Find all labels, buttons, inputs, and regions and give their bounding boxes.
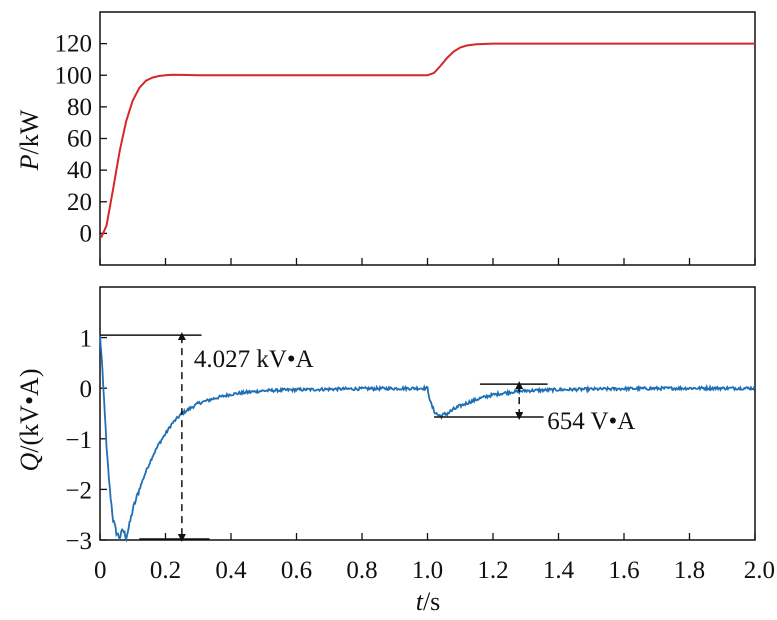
- reactive-power-series-line: [99, 334, 756, 543]
- bottom-xtick-label: 1.8: [674, 557, 705, 584]
- top-panel-power: 0 20 40 60 80 100 120 P/kW: [15, 11, 756, 266]
- bottom-y-ticks: 1 0 −1 −2 −3: [65, 326, 107, 555]
- bottom-ytick-label: −1: [65, 427, 92, 454]
- bottom-xlabel: t/s: [416, 587, 441, 616]
- bottom-ytick-label: 1: [80, 326, 93, 353]
- bottom-xtick-label: 1.2: [477, 557, 508, 584]
- bottom-xtick-label: 0.2: [150, 557, 181, 584]
- top-plot-frame: [99, 11, 756, 266]
- top-ytick-label: 80: [67, 94, 92, 121]
- top-ylabel: P/kW: [15, 109, 44, 171]
- bottom-xtick-label: 0.4: [215, 557, 247, 584]
- bottom-x-ticks: 0 0.2 0.4 0.6 0.8 1.0 1.2 1.4 1.6 1.8 2.0: [94, 533, 775, 584]
- top-y-ticks: 0 20 40 60 80 100 120: [55, 31, 107, 247]
- startup-dip-annotation-label: 4.027 kV•A: [194, 346, 314, 373]
- bottom-ylabel: Q/(kV•A): [15, 369, 44, 472]
- power-series-line: [99, 42, 755, 239]
- top-ytick-label: 120: [55, 31, 93, 58]
- bottom-ytick-label: 0: [80, 376, 93, 403]
- top-ytick-label: 0: [80, 220, 93, 247]
- bottom-xtick-label: 1.4: [543, 557, 575, 584]
- bottom-xtick-label: 1.0: [412, 557, 443, 584]
- bottom-ytick-label: −3: [65, 528, 92, 555]
- bottom-plot-frame: [99, 286, 756, 541]
- top-ytick-label: 60: [67, 126, 92, 153]
- top-ytick-label: 100: [55, 62, 93, 89]
- bottom-xtick-label: 0.6: [281, 557, 312, 584]
- step-dip-annotation-label: 654 V•A: [547, 408, 635, 435]
- bottom-ytick-label: −2: [65, 477, 92, 504]
- bottom-annotations: 4.027 kV•A 654 V•A: [100, 332, 635, 542]
- bottom-xtick-label: 0.8: [346, 557, 377, 584]
- bottom-xtick-label: 2.0: [744, 557, 775, 584]
- top-x-ticks: [99, 258, 756, 265]
- bottom-xtick-label: 1.6: [608, 557, 639, 584]
- bottom-xtick-label: 0: [94, 557, 107, 584]
- top-ytick-label: 20: [67, 189, 92, 216]
- bottom-panel-reactive-power: 1 0 −1 −2 −3 0 0.2 0.4 0.6 0.8 1.0 1.2 1.4 1.6 1.8 2.0…: [15, 286, 775, 616]
- top-ytick-label: 40: [67, 157, 92, 184]
